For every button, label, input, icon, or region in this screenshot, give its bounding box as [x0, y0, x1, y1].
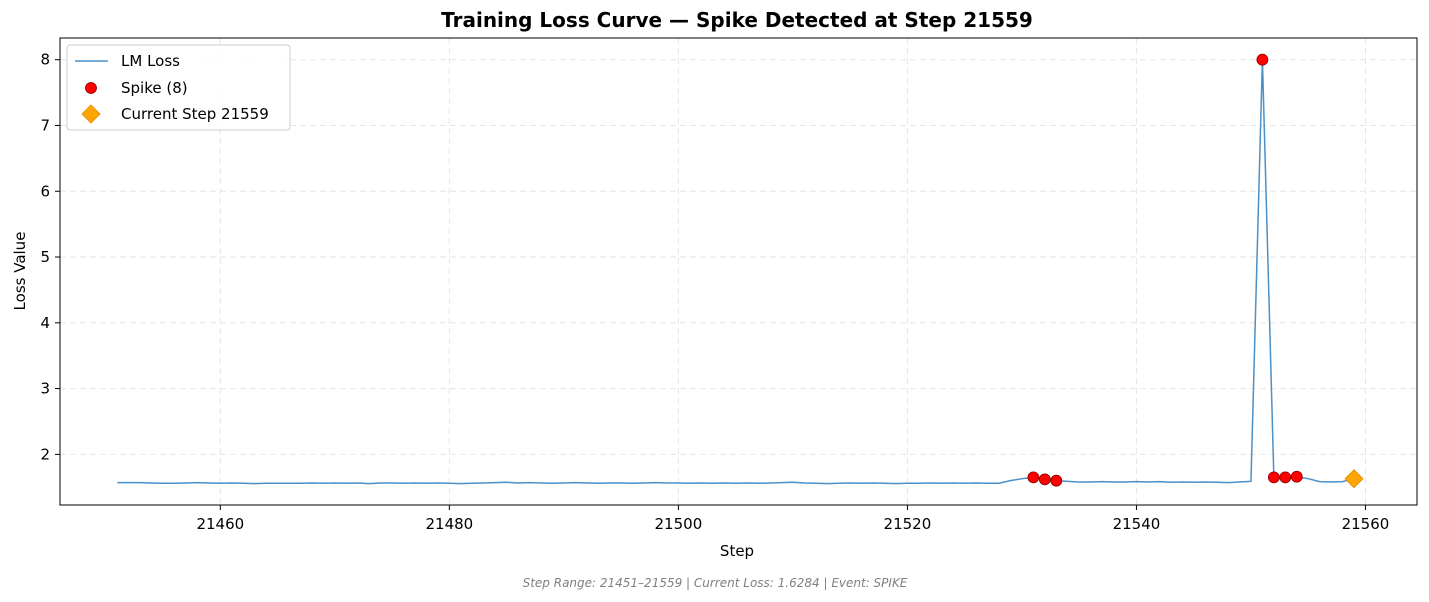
y-axis-label: Loss Value — [11, 232, 29, 311]
x-tick-label: 21520 — [884, 515, 932, 533]
x-axis-label: Step — [720, 542, 754, 560]
y-tick-label: 8 — [40, 51, 50, 69]
lm-loss-line — [117, 58, 1355, 485]
spike-point — [1038, 473, 1051, 486]
legend-current-swatch — [81, 104, 101, 124]
spike-point — [1279, 471, 1292, 484]
plot-frame — [59, 37, 1418, 506]
y-tick-label: 7 — [40, 116, 50, 134]
y-tick-label: 5 — [40, 248, 50, 266]
spike-point — [1267, 471, 1280, 484]
plot-area — [117, 53, 1364, 489]
spike-point — [1290, 470, 1303, 483]
legend-spike-swatch — [85, 82, 97, 94]
spike-point — [1027, 471, 1040, 484]
current-step-marker — [1344, 469, 1364, 489]
y-tick-label: 2 — [40, 445, 50, 463]
spike-point — [1256, 53, 1269, 66]
axis-ticks: 21460 21480 21500 21520 21540 21560 2 3 4 5 6 7 8 — [40, 51, 1389, 533]
y-tick-label: 6 — [40, 182, 50, 200]
grid — [60, 38, 1417, 505]
spike-point — [1050, 474, 1063, 487]
x-tick-label: 21500 — [655, 515, 703, 533]
legend-label-spike: Spike (8) — [121, 79, 188, 97]
x-tick-label: 21460 — [196, 515, 244, 533]
y-tick-label: 3 — [40, 380, 50, 398]
legend-label-current: Current Step 21559 — [121, 105, 269, 123]
chart-title: Training Loss Curve — Spike Detected at … — [441, 8, 1033, 32]
footer-caption: Step Range: 21451–21559 | Current Loss: … — [523, 576, 908, 590]
y-tick-label: 4 — [40, 314, 50, 332]
legend-label-lm-loss: LM Loss — [121, 52, 180, 70]
legend: LM Loss Spike (8) Current Step 21559 — [66, 44, 291, 131]
x-tick-label: 21560 — [1342, 515, 1390, 533]
legend-box — [66, 44, 291, 131]
x-tick-label: 21540 — [1113, 515, 1161, 533]
x-tick-label: 21480 — [425, 515, 473, 533]
